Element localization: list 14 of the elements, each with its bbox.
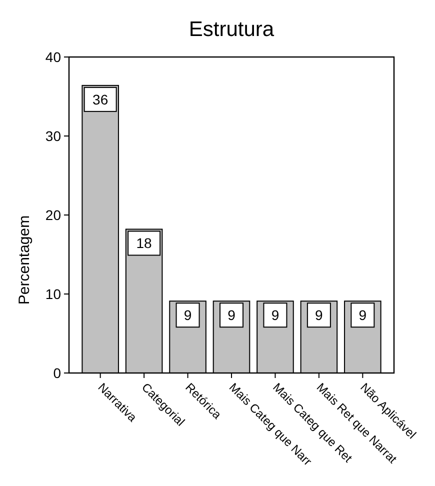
data-label: 9 <box>228 307 236 324</box>
y-tick-label: 10 <box>45 286 62 302</box>
data-label: 18 <box>136 235 152 252</box>
y-axis-title: Percentagem <box>16 215 33 305</box>
data-label: 9 <box>184 307 192 324</box>
data-label: 9 <box>315 307 324 324</box>
y-tick-label: 30 <box>45 128 62 144</box>
y-tick-label: 20 <box>45 206 62 223</box>
data-label: 9 <box>358 307 367 324</box>
data-label: 36 <box>92 91 108 108</box>
chart-title: Estrutura <box>188 18 274 41</box>
y-tick-label: 40 <box>45 48 62 65</box>
data-label: 9 <box>271 307 280 324</box>
y-tick-label: 0 <box>53 364 62 381</box>
